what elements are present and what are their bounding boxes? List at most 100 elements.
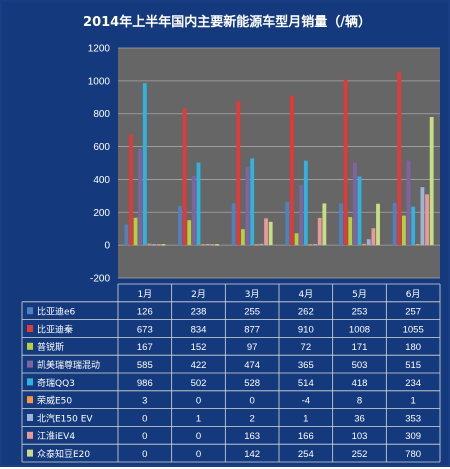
table-cell-value: 422 <box>191 360 207 371</box>
bar <box>187 220 192 246</box>
table-cell-value: 257 <box>405 307 421 318</box>
bar <box>392 202 397 246</box>
bar <box>161 244 166 246</box>
table-cell-value: 309 <box>405 431 421 442</box>
table-cell-value: 142 <box>244 449 260 460</box>
plot-background <box>118 48 440 278</box>
table-cell-value: 234 <box>405 378 421 389</box>
y-tick-label: 800 <box>93 109 110 120</box>
bar <box>362 243 367 246</box>
bar <box>147 243 152 246</box>
bar <box>397 71 402 246</box>
legend-swatch <box>27 360 33 368</box>
table-cell-value: 0 <box>142 431 147 442</box>
legend-label: 凯美瑞尊瑞混动 <box>37 359 100 371</box>
bar <box>339 203 343 246</box>
table-cell-value: 418 <box>352 378 368 389</box>
table-cell-value: 152 <box>191 342 207 353</box>
table-cell-value: 1 <box>303 413 308 424</box>
x-category-label: 4月 <box>298 289 313 300</box>
bar <box>322 203 327 246</box>
bar <box>352 162 357 246</box>
table-cell-value: 585 <box>137 360 153 371</box>
legend-swatch <box>27 342 33 350</box>
bar <box>259 243 264 246</box>
table-cell-value: 780 <box>405 449 421 460</box>
table-cell-value: 1008 <box>349 324 370 335</box>
bar <box>294 233 299 246</box>
table-cell-value: 3 <box>142 396 147 407</box>
legend-label: 比亚迪秦 <box>37 323 73 335</box>
table-cell-value: 474 <box>244 360 260 371</box>
bar <box>348 217 353 246</box>
table-cell-value: 252 <box>352 449 368 460</box>
bar <box>196 162 201 246</box>
legend-label: 众泰知豆E20 <box>37 448 90 460</box>
bar <box>191 175 196 246</box>
x-category-label: 1月 <box>137 289 152 300</box>
table-cell-value: 103 <box>352 431 368 442</box>
table-cell-value: 2 <box>250 413 255 424</box>
bar <box>138 149 143 246</box>
bar <box>236 101 241 246</box>
table-cell-value: 255 <box>244 307 260 318</box>
table-cell-value: 238 <box>191 307 207 318</box>
legend-swatch <box>27 378 33 386</box>
bar <box>406 160 411 246</box>
bar <box>231 203 236 246</box>
bar <box>425 194 429 246</box>
bar <box>210 244 215 246</box>
legend-label: 普锐斯 <box>37 341 64 353</box>
bar <box>401 215 406 246</box>
x-category-label: 3月 <box>245 289 260 300</box>
table-cell-value: 1055 <box>403 324 424 335</box>
table-cell-value: 502 <box>191 378 207 389</box>
y-tick-label: 1200 <box>88 44 111 55</box>
bar <box>124 224 129 246</box>
table-cell-value: 528 <box>244 378 260 389</box>
table-cell-value: 0 <box>142 449 147 460</box>
bar <box>250 158 255 246</box>
bar <box>376 203 380 246</box>
bar <box>152 244 157 246</box>
x-category-label: 2月 <box>191 289 206 300</box>
bar <box>429 117 434 246</box>
bar <box>366 239 371 246</box>
bar <box>357 176 362 246</box>
bar <box>245 167 250 246</box>
y-tick-label: 0 <box>104 241 110 252</box>
legend-swatch <box>27 431 33 439</box>
bar <box>264 218 268 246</box>
table-cell-value: 126 <box>137 307 153 318</box>
legend-label: 奇瑞QQ3 <box>37 377 75 389</box>
table-cell-value: 0 <box>196 431 201 442</box>
legend-swatch <box>27 396 33 404</box>
table-cell-value: 503 <box>352 360 368 371</box>
table-cell-value: 254 <box>298 449 314 460</box>
chart-title: 2014年上半年国内主要新能源车型月销量（/辆） <box>83 14 371 30</box>
table-cell-value: -4 <box>302 396 310 407</box>
bar <box>290 95 294 246</box>
bar <box>268 221 273 246</box>
bar <box>178 206 182 246</box>
y-tick-label: 600 <box>93 142 110 153</box>
legend-swatch <box>27 325 33 332</box>
bar <box>156 244 161 246</box>
bar <box>285 202 290 246</box>
table-cell-value: 514 <box>298 378 314 389</box>
bar <box>343 79 348 246</box>
y-tick-label: 400 <box>93 175 110 186</box>
table-cell-value: 180 <box>405 342 421 353</box>
table-cell-value: 262 <box>298 307 314 318</box>
y-tick-label: 200 <box>93 208 110 219</box>
table-cell-value: 877 <box>244 324 260 335</box>
bar <box>205 243 210 246</box>
legend-label: 北汽E150 EV <box>37 412 93 424</box>
bar <box>129 134 133 246</box>
bar <box>303 160 308 246</box>
bar <box>415 243 420 246</box>
table-cell-value: 834 <box>191 324 207 335</box>
